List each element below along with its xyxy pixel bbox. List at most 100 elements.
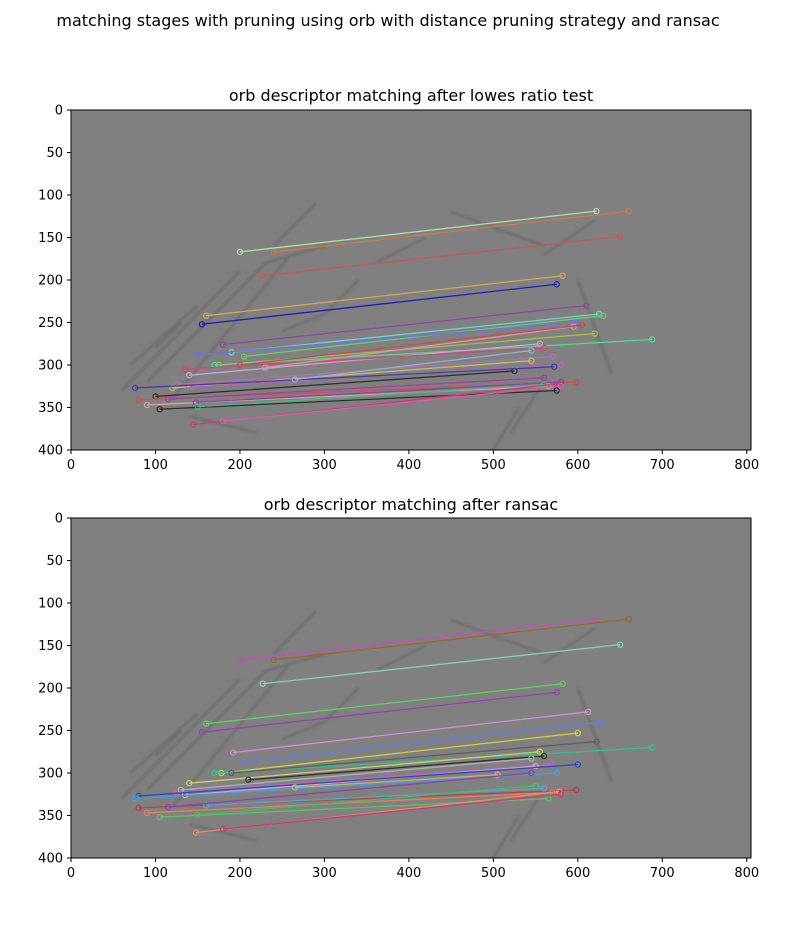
feature-match (270, 615, 632, 664)
keypoint-right (540, 785, 548, 792)
feature-match (270, 207, 632, 256)
image-background (71, 518, 751, 858)
match-line (201, 691, 557, 733)
y-tick-label: 50 (46, 554, 63, 569)
feature-match (131, 363, 558, 392)
match-line (138, 763, 578, 797)
keypoint-left (192, 829, 200, 836)
map-streak (154, 729, 182, 757)
match-line (239, 210, 597, 253)
map-streak (265, 653, 325, 672)
keypoint-left (169, 384, 176, 392)
panel-ransac: orb descriptor matching after ransac 0 10… (38, 495, 759, 881)
match-line (239, 618, 597, 661)
match-line (273, 618, 629, 661)
match-line (197, 785, 536, 816)
keypoint-right (557, 383, 565, 390)
feature-match (291, 771, 501, 791)
keypoint-left (219, 417, 227, 425)
match-line (197, 383, 545, 408)
map-streak (450, 619, 545, 655)
match-line (168, 772, 532, 808)
keypoint-right (540, 752, 548, 760)
keypoint-right (532, 763, 539, 770)
map-streak (273, 610, 317, 655)
match-line (197, 321, 577, 356)
keypoint-left (236, 656, 244, 664)
keypoint-right (549, 761, 556, 768)
keypoint-left (262, 364, 269, 371)
keypoint-left (186, 383, 193, 391)
map-streak (146, 670, 266, 791)
keypoint-right (559, 272, 566, 279)
y-tick-label: 50 (46, 146, 63, 161)
y-tick-label: 300 (38, 359, 63, 374)
x-tick-label: 500 (481, 458, 506, 473)
panel-title: orb descriptor matching after lowes rati… (229, 86, 593, 105)
match-line (239, 324, 583, 366)
keypoint-left (186, 780, 193, 787)
keypoint-right (625, 615, 632, 623)
match-line (294, 774, 498, 789)
keypoint-right (572, 378, 580, 386)
keypoint-right (536, 340, 544, 347)
keypoint-left (291, 784, 299, 791)
x-tick-label: 300 (312, 458, 337, 473)
feature-match (259, 233, 624, 279)
keypoint-right (557, 791, 565, 798)
map-streak (509, 381, 545, 434)
keypoint-left (236, 361, 244, 369)
keypoint-right (559, 680, 566, 687)
map-streak (543, 219, 596, 256)
keypoint-left (135, 396, 142, 404)
match-line (222, 385, 562, 422)
keypoint-right (598, 718, 605, 726)
map-streak (492, 814, 520, 859)
feature-match (291, 347, 535, 383)
keypoint-left (181, 366, 189, 373)
keypoint-left (228, 769, 235, 777)
keypoint-left (156, 814, 163, 821)
match-line (184, 347, 545, 370)
keypoint-right (528, 755, 535, 762)
x-tick-label: 700 (650, 866, 675, 881)
match-line (265, 326, 574, 369)
map-streak (374, 644, 427, 672)
feature-match (194, 782, 539, 818)
keypoint-left (202, 802, 210, 809)
feature-match (236, 615, 600, 664)
match-line (248, 755, 545, 781)
keypoint-left (219, 825, 227, 833)
match-line (233, 711, 589, 754)
keypoint-left (270, 248, 277, 256)
match-line (231, 313, 600, 353)
feature-match (236, 207, 600, 256)
feature-match (181, 344, 548, 373)
keypoint-left (219, 341, 227, 348)
feature-match (228, 738, 600, 777)
feature-match (186, 748, 544, 787)
keypoint-right (616, 641, 624, 648)
map-streak (129, 304, 199, 366)
match-line (189, 751, 540, 784)
keypoint-left (143, 809, 151, 817)
keypoint-left (198, 321, 206, 328)
keypoint-right (540, 344, 548, 352)
map-streak (576, 279, 613, 374)
map-streak (265, 245, 325, 264)
x-tick-label: 0 (67, 866, 75, 881)
x-tick-label: 0 (67, 458, 75, 473)
keypoint-right (648, 744, 656, 751)
keypoint-left (131, 384, 139, 392)
keypoint-left (194, 811, 201, 818)
keypoint-right (557, 378, 565, 386)
keypoint-left (245, 776, 252, 784)
y-tick-label: 200 (38, 682, 63, 697)
feature-match (262, 323, 577, 371)
keypoint-left (236, 248, 244, 256)
map-streak (492, 406, 520, 451)
keypoint-right (574, 729, 582, 737)
keypoint-right (593, 738, 600, 745)
match-lines (131, 615, 656, 836)
keypoint-left (156, 406, 163, 413)
